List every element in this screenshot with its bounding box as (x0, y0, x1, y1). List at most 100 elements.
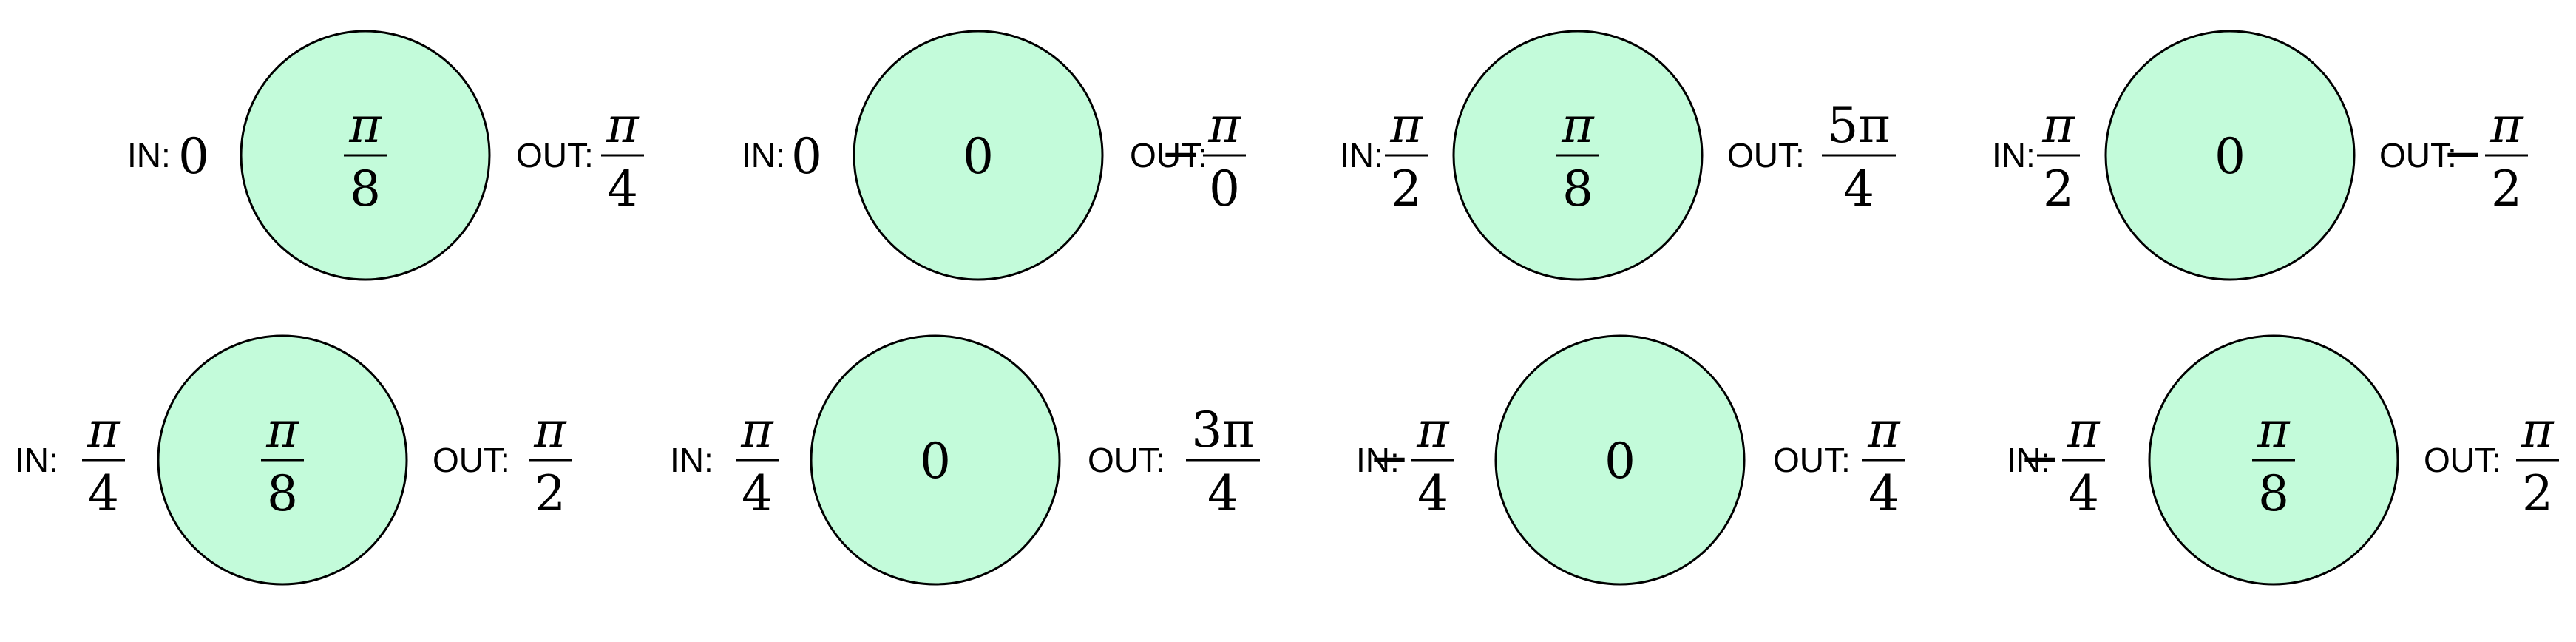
out-value-denominator: 2 (535, 465, 566, 522)
out-value-denominator: 4 (607, 160, 638, 217)
in-value-fraction: π 4− (1369, 402, 1454, 522)
out-value-fraction: π4 (1862, 402, 1905, 522)
out-value-denominator: 2 (2491, 160, 2522, 217)
out-value-fraction: 3π4 (1186, 402, 1260, 522)
out-value-denominator: 2 (2522, 465, 2553, 522)
out-label: OUT: (516, 136, 594, 175)
node-group: IN:π40 OUT:3π4 (670, 334, 1260, 586)
out-value-numerator: π (606, 97, 640, 154)
in-label: IN: (2007, 441, 2050, 479)
node-value-fraction: 0 (963, 128, 994, 185)
node-value-numerator: π (348, 97, 382, 154)
out-value-denominator: 4 (1843, 160, 1874, 217)
in-value-numerator: π (2041, 97, 2075, 154)
in-value-denominator: 4 (1417, 465, 1448, 522)
out-label: OUT: (2424, 441, 2501, 479)
node-value-numerator: π (265, 402, 299, 459)
out-value-numerator: 5π (1827, 97, 1890, 154)
in-value-numerator: π (740, 402, 774, 459)
in-value-denominator: 4 (2068, 465, 2099, 522)
node-value-denominator: 8 (267, 465, 298, 522)
node-value-numerator: 0 (1604, 433, 1636, 490)
in-value-numerator: π (1389, 97, 1423, 154)
node-value-numerator: 0 (920, 433, 951, 490)
in-label: IN: (742, 136, 785, 175)
out-value-numerator: π (1207, 97, 1241, 154)
in-value-fraction: π2 (1385, 97, 1428, 217)
node-value-numerator: π (1561, 97, 1595, 154)
out-value-numerator: π (2489, 97, 2524, 154)
out-value-sign: − (2442, 125, 2483, 182)
node-value-denominator: 8 (1562, 160, 1593, 217)
out-label: OUT: (1130, 136, 1207, 175)
node-value-fraction: π8 (261, 402, 304, 522)
out-value-fraction: π 2− (2442, 97, 2528, 217)
out-value-fraction: 5π4 (1822, 97, 1896, 217)
in-label: IN: (670, 441, 714, 479)
node-group: IN: 0 0 OUT:π0− (742, 30, 1246, 281)
out-value-denominator: 4 (1207, 465, 1238, 522)
in-label: IN: (1356, 441, 1400, 479)
out-label: OUT: (1727, 136, 1805, 175)
node-circle (810, 334, 1061, 586)
out-label: OUT: (2379, 136, 2457, 175)
in-value-numerator: 0 (178, 128, 209, 185)
out-value-fraction: π2 (529, 402, 572, 522)
node-value-denominator: 8 (2258, 465, 2289, 522)
in-value-sign: − (2019, 430, 2060, 487)
out-value-sign: − (1160, 125, 1201, 182)
in-value-denominator: 2 (1391, 160, 1422, 217)
node-value-fraction: π8 (344, 97, 387, 217)
in-label: IN: (15, 441, 58, 479)
node-value-denominator: 8 (350, 160, 381, 217)
in-value-numerator: π (2067, 402, 2101, 459)
in-value-denominator: 2 (2043, 160, 2074, 217)
in-value-numerator: π (1416, 402, 1450, 459)
in-value-denominator: 4 (742, 465, 773, 522)
node-group: IN:π20 OUT:π2− (1992, 30, 2528, 281)
out-value-numerator: π (2521, 402, 2555, 459)
node-value-fraction: 0 (920, 433, 951, 490)
node-circle (2104, 30, 2356, 281)
in-label: IN: (127, 136, 171, 175)
in-value-fraction: π 4− (2019, 402, 2105, 522)
node-circle (853, 30, 1104, 281)
in-value-sign: − (1369, 430, 1409, 487)
out-value-fraction: π4 (601, 97, 644, 217)
in-value-fraction: π4 (82, 402, 125, 522)
in-value-fraction: 0 (178, 128, 209, 185)
node-value-fraction: π8 (2252, 402, 2295, 522)
node-value-fraction: 0 (1604, 433, 1636, 490)
in-value-fraction: π2 (2037, 97, 2080, 217)
in-value-fraction: π4 (736, 402, 779, 522)
out-value-fraction: π2 (2516, 402, 2559, 522)
node-circle (1494, 334, 1746, 586)
out-label: OUT: (1773, 441, 1851, 479)
out-value-numerator: π (533, 402, 567, 459)
node-value-numerator: π (2257, 402, 2291, 459)
out-label: OUT: (433, 441, 510, 479)
in-label: IN: (1992, 136, 2036, 175)
in-value-numerator: π (87, 402, 121, 459)
node-value-numerator: 0 (2214, 128, 2245, 185)
in-value-fraction: 0 (791, 128, 822, 185)
out-value-numerator: π (1867, 402, 1901, 459)
out-value-denominator: 4 (1868, 465, 1899, 522)
out-value-numerator: 3π (1191, 402, 1254, 459)
in-value-numerator: 0 (791, 128, 822, 185)
out-label: OUT: (1088, 441, 1165, 479)
in-label: IN: (1340, 136, 1383, 175)
node-group: IN:π4− 0 OUT:π4 (1356, 334, 1905, 586)
node-value-fraction: π8 (1556, 97, 1599, 217)
node-value-fraction: 0 (2214, 128, 2245, 185)
out-value-fraction: π 0− (1160, 97, 1246, 217)
out-value-denominator: 0 (1209, 160, 1240, 217)
node-value-numerator: 0 (963, 128, 994, 185)
in-value-denominator: 4 (88, 465, 119, 522)
